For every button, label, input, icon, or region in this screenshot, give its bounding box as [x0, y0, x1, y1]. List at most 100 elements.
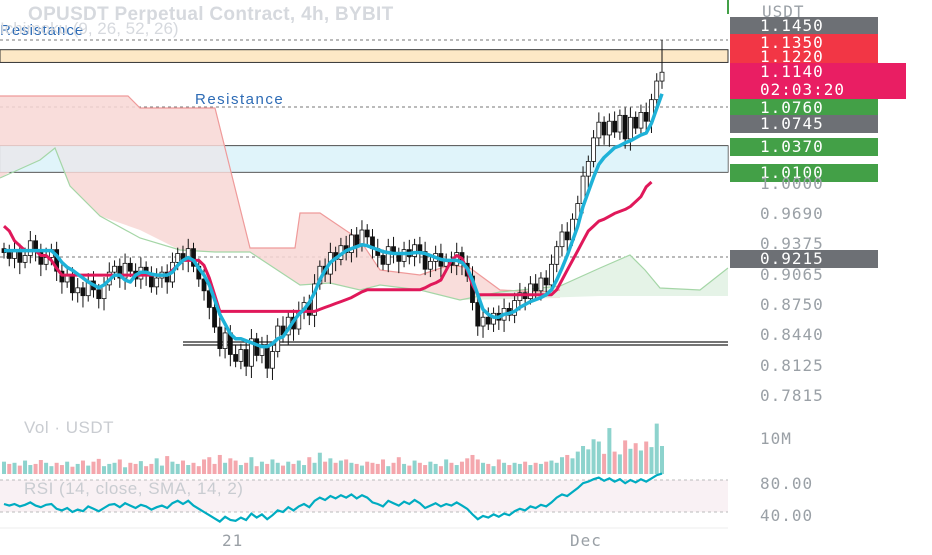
volume-bar [196, 466, 201, 474]
volume-bar [481, 462, 486, 474]
candle-body [127, 262, 133, 272]
volume-bar [581, 446, 586, 474]
volume-bar [249, 457, 254, 474]
price-tick: 0.9690 [760, 204, 824, 223]
volume-bar [149, 463, 154, 474]
volume-bar [391, 462, 396, 474]
candle-body [364, 229, 370, 238]
candle-body [480, 316, 486, 327]
volume-bar [528, 465, 533, 474]
senkou-span-b [0, 95, 561, 293]
volume-bar [228, 458, 233, 474]
candle-body [628, 116, 633, 140]
time-tick: Dec [570, 531, 602, 550]
volume-bar [302, 465, 307, 474]
volume-bar [365, 461, 370, 474]
volume-bar [102, 466, 107, 474]
volume-bar [523, 461, 528, 474]
volume-bar [370, 462, 375, 474]
volume-bar [317, 452, 322, 474]
candle-body [212, 307, 217, 328]
candle-body [238, 349, 244, 362]
volume-bar [238, 465, 243, 474]
volume-bar [28, 465, 33, 474]
volume-bar [417, 462, 422, 474]
candle-body [249, 338, 254, 367]
volume-bar [123, 467, 128, 474]
candle-body [659, 71, 665, 82]
price-tick: 0.8440 [760, 325, 824, 344]
rsi-tick: 40.00 [760, 506, 814, 525]
senkou-span-a [0, 147, 729, 301]
volume-bar [344, 459, 349, 474]
volume-bar [644, 441, 649, 474]
candle-body [201, 278, 207, 292]
volume-bar [291, 463, 296, 474]
volume-bar [349, 462, 354, 474]
candle-body [601, 121, 607, 136]
candle-body [554, 246, 560, 265]
volume-bar [59, 465, 64, 474]
volume-bar [91, 461, 96, 474]
volume-bar [470, 454, 475, 474]
volume-bar [180, 460, 185, 474]
resistance-label-top: Resistance [0, 22, 85, 39]
volume-bar [633, 443, 638, 474]
candle-body [643, 112, 649, 122]
volume-bar [449, 462, 454, 474]
volume-bar [112, 462, 117, 474]
volume-bar [270, 459, 275, 474]
candle-body [380, 255, 386, 265]
price-tag-1-076: 1.0760 [730, 99, 878, 117]
volume-bar [75, 463, 80, 474]
candle-body [117, 265, 123, 279]
candle-body [528, 283, 533, 300]
volume-bar [338, 460, 343, 474]
rsi-line [3, 472, 663, 523]
volume-bar [628, 448, 633, 474]
candle-body [543, 277, 549, 286]
volume-bar [175, 463, 180, 474]
volume-bar [223, 462, 228, 474]
tenkan-sen-line [4, 93, 664, 349]
volume-bar [423, 465, 428, 474]
support-zone-overlay [0, 146, 728, 172]
candle-body [112, 265, 117, 273]
volume-bar [475, 459, 480, 474]
volume-bar [565, 454, 570, 474]
volume-bar [517, 463, 522, 474]
candle-body [517, 292, 523, 301]
candle-body [243, 349, 249, 367]
candle-body [222, 332, 228, 350]
volume-bar [459, 461, 464, 474]
candle-body [585, 161, 591, 177]
volume-bar [233, 460, 238, 474]
price-tick: 0.8750 [760, 295, 824, 314]
volume-bar [538, 463, 543, 474]
candle-body [533, 283, 539, 292]
candle-body [206, 290, 212, 308]
candle-body [422, 251, 428, 270]
candle-body [270, 351, 275, 369]
candle-body [654, 80, 660, 101]
volume-bar [486, 463, 491, 474]
volume-pane-label: Vol · USDT [24, 418, 115, 437]
candle-body [612, 120, 618, 133]
candle-body [617, 114, 623, 133]
volume-bar [575, 451, 580, 474]
volume-bar [586, 449, 591, 474]
volume-bar [617, 454, 622, 474]
volume-bar [259, 461, 264, 474]
volume-bar [396, 457, 401, 474]
volume-bar [328, 458, 333, 474]
volume-bar [212, 463, 217, 474]
price-tag-resistance-top: 1.1350 [730, 34, 878, 52]
chart-title: OPUSDT Perpetual Contract, 4h, BYBIT [28, 4, 394, 25]
candle-body [633, 116, 639, 129]
candle-body [75, 287, 81, 294]
volume-bar [438, 466, 443, 474]
volume-bar [533, 462, 538, 474]
price-tick: 1.0000 [760, 174, 824, 193]
